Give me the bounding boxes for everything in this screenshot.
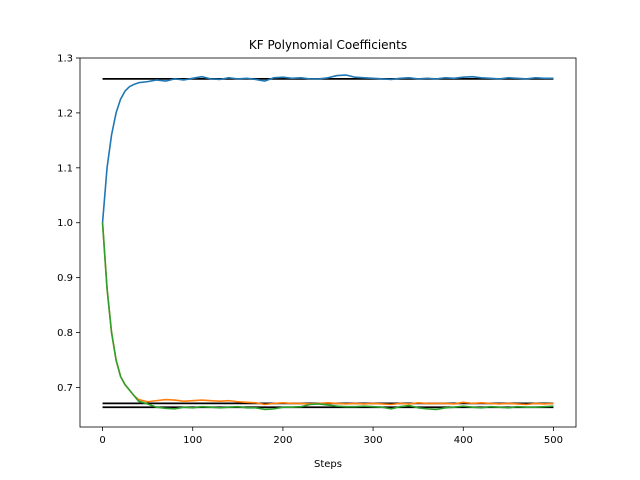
- plot-frame: [79, 57, 577, 428]
- x-axis: 0 100 200 300 400 500: [99, 427, 563, 446]
- y-tick-label: 0.9: [57, 273, 73, 284]
- y-axis: 0.7 0.8 0.9 1.0 1.1 1.2 1.3: [57, 54, 80, 394]
- plot-area: [101, 74, 554, 411]
- x-tick-label: 0: [99, 435, 105, 446]
- y-tick-label: 0.8: [57, 328, 73, 339]
- chart-title: KF Polynomial Coefficients: [249, 38, 407, 52]
- series-line-0: [101, 74, 554, 223]
- x-tick-label: 400: [454, 435, 473, 446]
- x-axis-title: Steps: [314, 459, 342, 470]
- x-tick-label: 200: [273, 435, 292, 446]
- x-tick-label: 500: [544, 435, 563, 446]
- y-tick-label: 1.2: [57, 108, 73, 119]
- x-tick-label: 300: [364, 435, 383, 446]
- y-tick-label: 1.1: [57, 163, 73, 174]
- y-tick-label: 1.0: [57, 218, 73, 229]
- y-tick-label: 1.3: [57, 54, 73, 65]
- x-tick-label: 100: [183, 435, 202, 446]
- y-tick-label: 0.7: [57, 383, 73, 394]
- series-line-2: [101, 222, 554, 411]
